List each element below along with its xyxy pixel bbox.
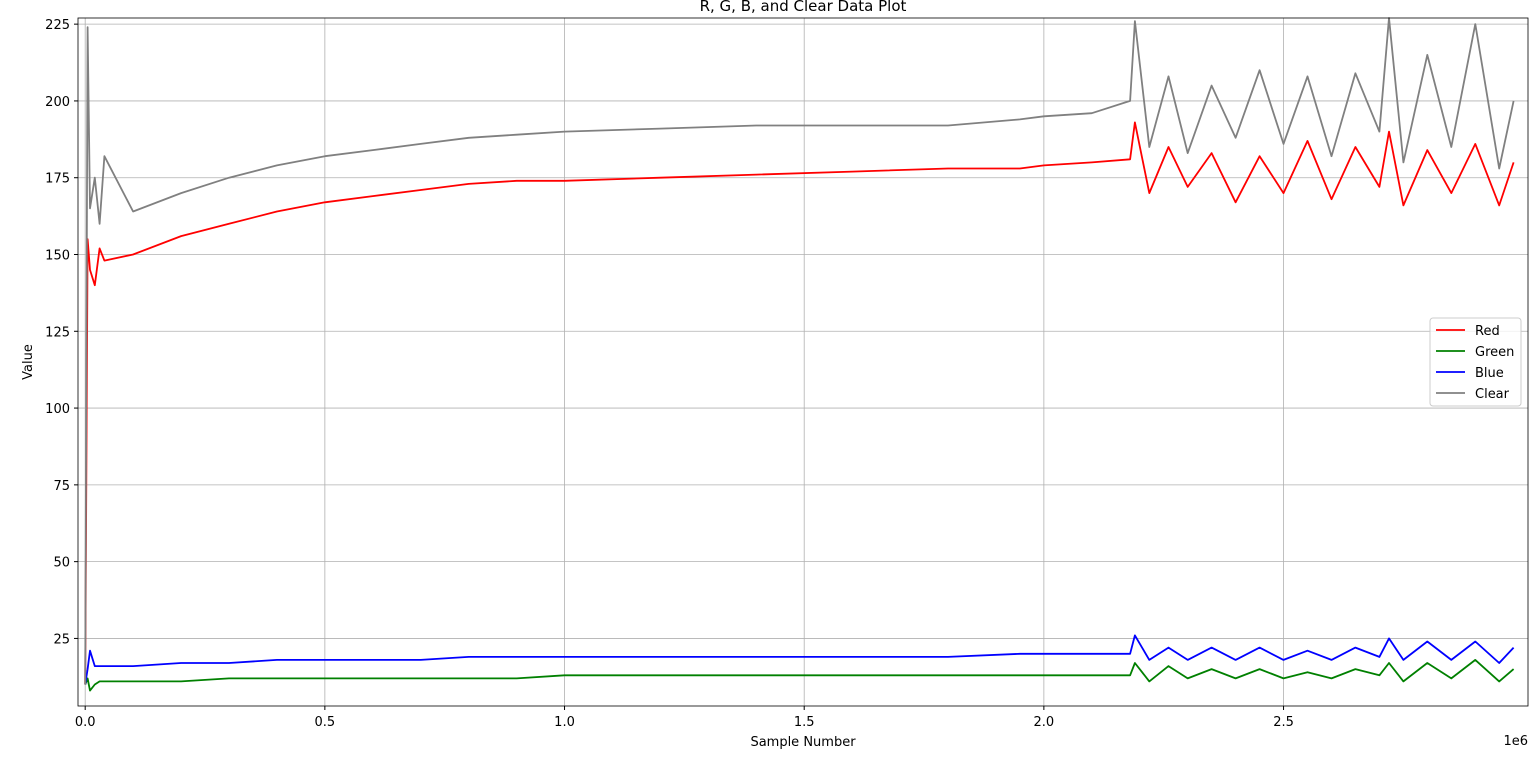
chart-title: R, G, B, and Clear Data Plot — [700, 0, 907, 15]
y-tick-label: 100 — [45, 402, 70, 417]
y-tick-label: 200 — [45, 95, 70, 110]
legend-box — [1429, 317, 1522, 407]
x-tick-label: 0.0 — [75, 715, 96, 730]
legend-label: Clear — [1475, 387, 1510, 402]
data-line — [84, 17, 1515, 685]
x-tick-label: 0.5 — [315, 715, 336, 730]
y-tick-label: 125 — [45, 325, 70, 340]
legend-label: Red — [1475, 324, 1500, 339]
y-tick-label: 75 — [53, 479, 70, 494]
y-tick-label: 50 — [53, 556, 70, 571]
y-tick-label: 150 — [45, 249, 70, 264]
y-tick-label: 175 — [45, 172, 70, 187]
legend-label: Blue — [1475, 366, 1504, 381]
x-tick-label: 1.0 — [554, 715, 575, 730]
legend-label: Green — [1475, 345, 1514, 360]
x-offset-label: 1e6 — [1503, 734, 1528, 749]
x-axis-label: Sample Number — [750, 735, 856, 750]
plot-frame — [77, 17, 1529, 707]
y-tick-label: 25 — [53, 632, 70, 647]
data-line — [84, 659, 1515, 692]
data-line — [84, 121, 1515, 685]
x-tick-label: 1.5 — [794, 715, 815, 730]
x-tick-label: 2.0 — [1034, 715, 1055, 730]
x-tick-label: 2.5 — [1273, 715, 1294, 730]
data-line — [84, 634, 1515, 685]
y-tick-label: 225 — [45, 18, 70, 33]
y-axis-label: Value — [21, 344, 36, 380]
